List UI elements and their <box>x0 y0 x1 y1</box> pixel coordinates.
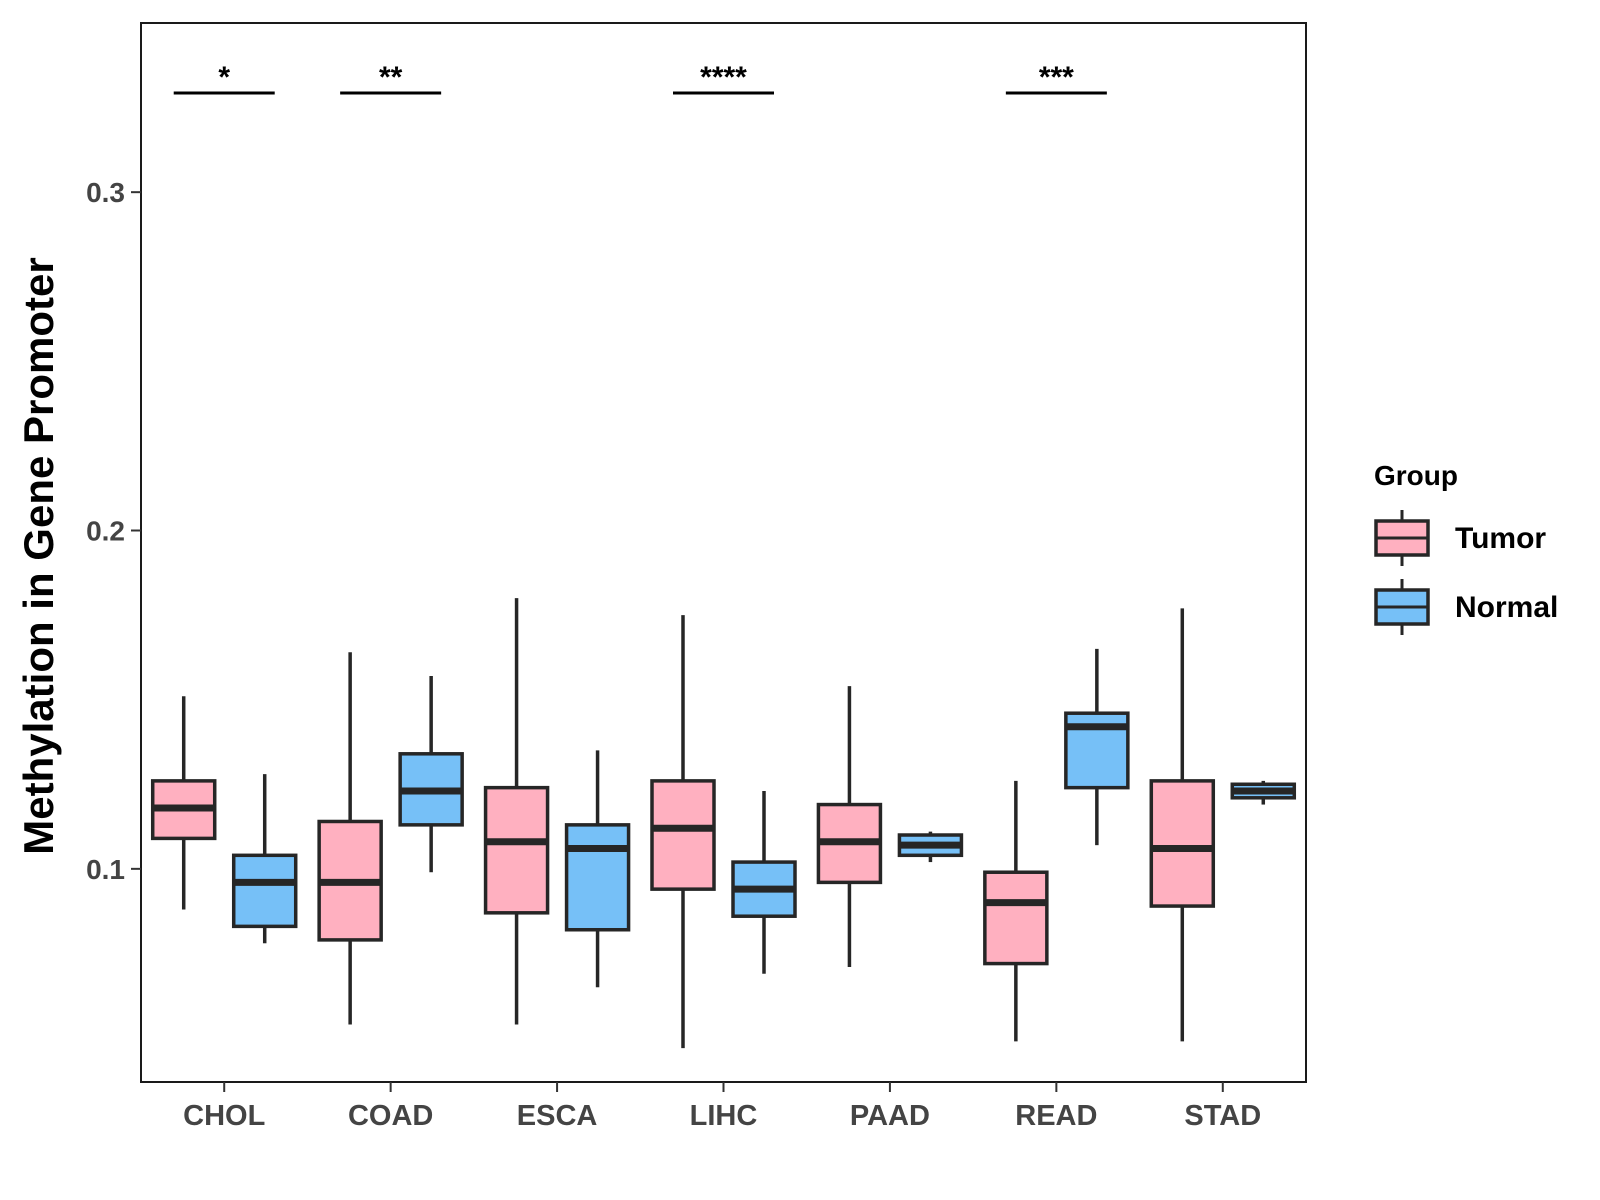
sig-chol-label: * <box>218 61 230 94</box>
box-stad-tumor <box>1149 608 1216 1042</box>
legend-normal-label: Normal <box>1455 591 1558 624</box>
sig-read-label: *** <box>1039 61 1074 94</box>
x-tick-label-stad: STAD <box>1184 1100 1261 1132</box>
legend-tumor-label: Tumor <box>1455 522 1546 555</box>
box-paad-normal <box>897 831 964 863</box>
y-axis-title: Methylation in Gene Promoter <box>15 257 62 854</box>
x-tick-label-esca: ESCA <box>517 1100 598 1132</box>
box-body-stad-tumor <box>1149 779 1216 908</box>
x-tick-label-chol: CHOL <box>183 1100 265 1132</box>
box-read-normal <box>1064 648 1130 846</box>
x-tick-label-lihc: LIHC <box>690 1100 758 1132</box>
y-tick-label: 0.2 <box>86 516 125 547</box>
box-paad-tumor <box>816 686 883 967</box>
legend-normal: Normal <box>1374 579 1558 635</box>
legend: Group Tumor Normal <box>1374 460 1558 635</box>
panel-border <box>140 22 1307 1083</box>
box-coad-normal <box>398 675 464 873</box>
box-body-chol-normal <box>231 853 298 929</box>
box-stad-normal <box>1230 780 1297 805</box>
box-read-tumor <box>983 780 1049 1042</box>
sig-coad-label: ** <box>379 61 403 94</box>
box-body-esca-tumor <box>483 785 550 915</box>
series-normal <box>231 648 1297 988</box>
series-tumor <box>150 598 1216 1049</box>
x-axis: CHOL COAD ESCA LIHC PAAD READ STAD <box>183 1082 1261 1132</box>
box-body-lihc-tumor <box>650 779 716 891</box>
box-esca-tumor <box>483 598 550 1025</box>
x-tick-label-read: READ <box>1015 1100 1097 1132</box>
y-axis: 0.1 0.2 0.3 <box>86 177 141 885</box>
significance-annotations: * ** **** *** <box>173 61 1107 95</box>
x-tick-label-coad: COAD <box>348 1100 433 1132</box>
x-tick-label-paad: PAAD <box>850 1100 930 1132</box>
box-chol-normal <box>231 774 298 944</box>
sig-lihc-label: **** <box>700 61 747 94</box>
y-tick-label: 0.1 <box>86 854 125 885</box>
box-chol-tumor <box>150 696 217 910</box>
box-lihc-normal <box>731 791 797 974</box>
box-esca-normal <box>564 750 631 988</box>
legend-tumor: Tumor <box>1374 510 1546 566</box>
box-body-read-tumor <box>983 870 1049 966</box>
box-body-esca-normal <box>564 823 631 932</box>
plot-panel <box>140 22 1307 1083</box>
box-lihc-tumor <box>650 615 716 1049</box>
box-coad-tumor <box>317 652 383 1025</box>
legend-title: Group <box>1374 460 1458 491</box>
y-tick-label: 0.3 <box>86 177 125 208</box>
